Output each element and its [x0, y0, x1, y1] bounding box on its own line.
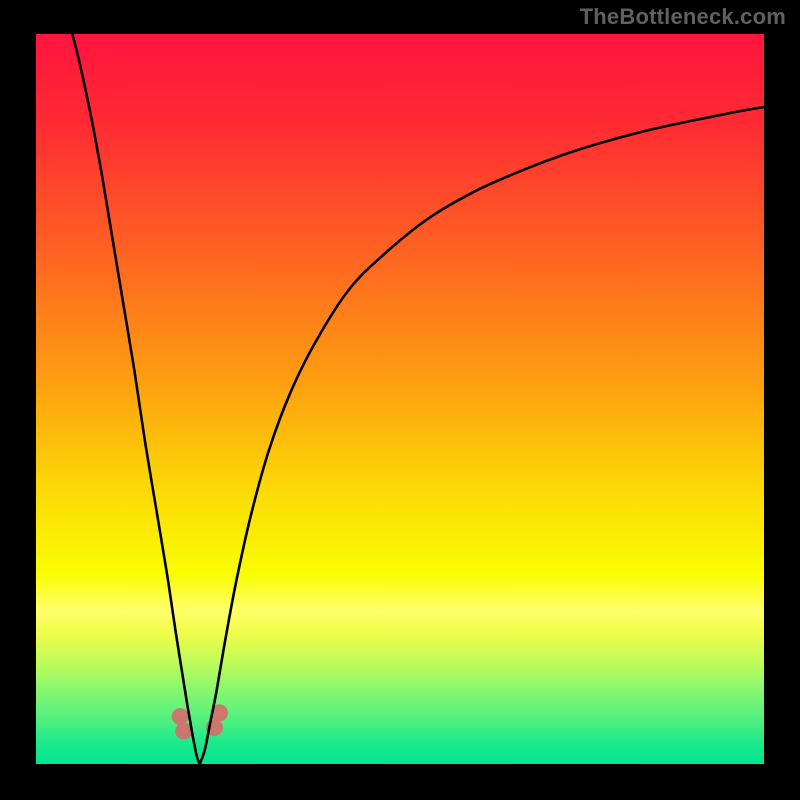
plot-background [36, 34, 764, 764]
dip-marker [172, 708, 189, 725]
chart-svg [0, 0, 800, 800]
figure-stage: TheBottleneck.com [0, 0, 800, 800]
